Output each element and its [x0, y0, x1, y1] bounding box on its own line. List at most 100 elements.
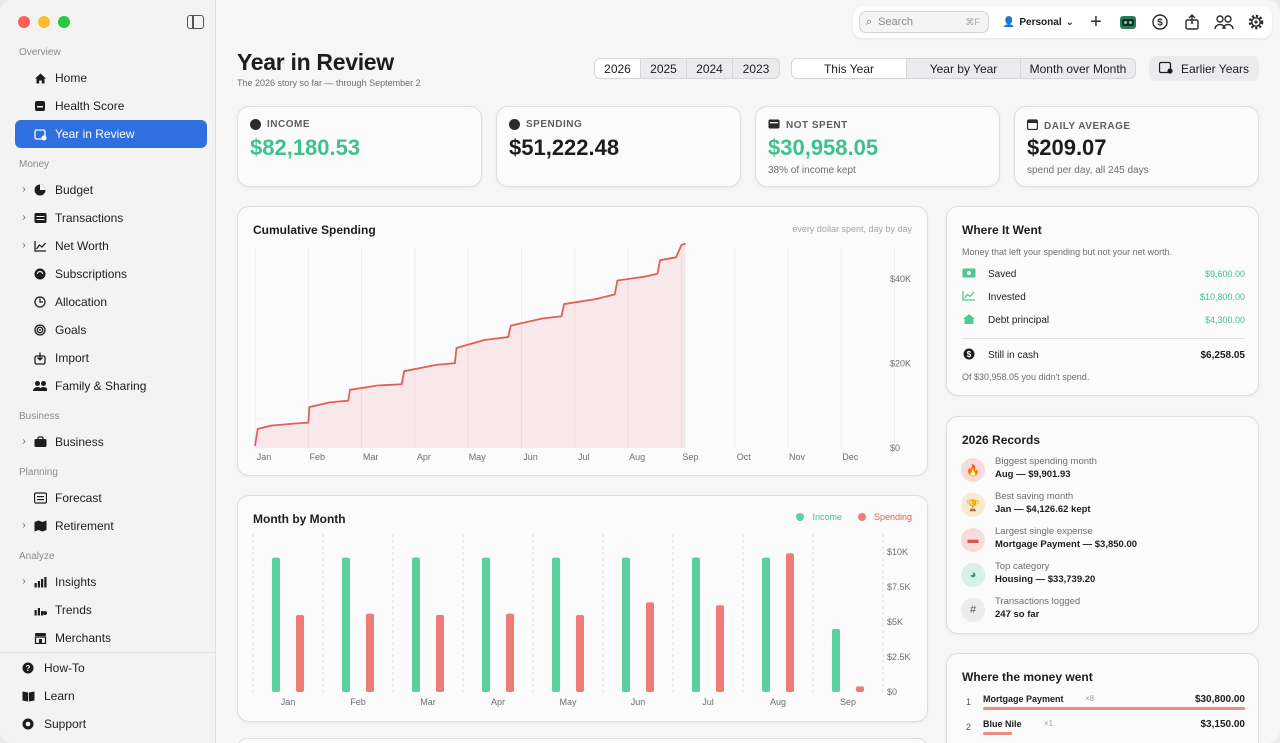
bar-spending: [296, 615, 304, 692]
bar-spending: [716, 605, 724, 692]
divider: [962, 338, 1245, 339]
sidebar-item-family-sharing[interactable]: Family & Sharing: [15, 372, 207, 400]
book-icon: [21, 689, 35, 703]
trophy-icon: 🏆: [961, 493, 985, 517]
month-by-month-chart: Jan Feb Mar Apr May Jun Jul Aug Sep $0 $2.5K $5K $7.…: [252, 534, 911, 707]
calendar-clock-icon: [1158, 61, 1173, 77]
sidebar-item-how-to[interactable]: ? How-To: [15, 654, 207, 682]
gear-icon[interactable]: [1246, 12, 1266, 32]
where-it-went-description: Money that left your spending but not yo…: [962, 247, 1173, 257]
currency-refresh-icon[interactable]: $: [1150, 12, 1170, 32]
hash-icon: #: [961, 598, 985, 622]
search-input[interactable]: ⌕ Search ⌘F: [858, 11, 989, 33]
legend-income: Income: [796, 512, 842, 522]
bar-spending: [856, 686, 864, 692]
profile-selector[interactable]: 👤 Personal ⌄: [1003, 17, 1074, 28]
year-tab-2024[interactable]: 2024: [687, 59, 733, 78]
sidebar-nav: Overview Home Health Score Year in Revie…: [0, 42, 216, 652]
sidebar-item-label: Subscriptions: [55, 267, 128, 281]
sidebar-item-import[interactable]: Import: [15, 344, 207, 372]
close-window-button[interactable]: [18, 16, 30, 28]
sidebar-item-merchants[interactable]: Merchants: [15, 624, 207, 652]
sidebar-item-trends[interactable]: Trends: [15, 596, 207, 624]
sidebar-item-year-in-review[interactable]: Year in Review: [15, 120, 207, 148]
x-tick-label: Jan: [257, 452, 272, 462]
row-label: Still in cash: [988, 349, 1039, 361]
list-item[interactable]: 2 Blue Nile ×1 $3,150.00: [962, 719, 1245, 739]
x-tick-label: Dec: [842, 452, 859, 462]
list-item[interactable]: 1 Mortgage Payment ×8 $30,800.00: [962, 694, 1245, 714]
share-icon[interactable]: [1182, 12, 1202, 32]
records-title: 2026 Records: [962, 433, 1041, 447]
stat-label: SPENDING: [509, 119, 582, 130]
year-tab-2025[interactable]: 2025: [641, 59, 687, 78]
people-icon[interactable]: [1214, 12, 1234, 32]
record-value: Aug — $9,901.93: [995, 469, 1071, 480]
sidebar-item-learn[interactable]: Learn: [15, 682, 207, 710]
cumulative-spending-card: Cumulative Spending every dollar spent, …: [237, 206, 928, 476]
year-tab-2023[interactable]: 2023: [742, 61, 770, 76]
search-shortcut: ⌘F: [965, 16, 980, 27]
chevron-right-icon[interactable]: ›: [22, 576, 26, 587]
row-label: Invested: [988, 291, 1026, 303]
sidebar-item-home[interactable]: Home: [15, 64, 207, 92]
lifebuoy-icon: [21, 717, 35, 731]
sidebar-item-net-worth[interactable]: › Net Worth: [15, 232, 207, 260]
sidebar-item-retirement[interactable]: › Retirement: [15, 512, 207, 540]
sidebar-toggle-icon[interactable]: [187, 15, 204, 29]
x-tick-label: Aug: [770, 697, 786, 707]
x-tick-label: Jul: [702, 697, 714, 707]
storefront-icon: [33, 631, 47, 645]
sidebar-item-goals[interactable]: Goals: [15, 316, 207, 344]
bar-income: [482, 557, 490, 692]
forecast-icon: [33, 491, 47, 505]
view-tab-year-by-year[interactable]: Year by Year: [907, 59, 1021, 78]
income-value: $82,180.53: [250, 135, 361, 160]
chevron-down-icon: ⌄: [1065, 16, 1074, 28]
sidebar-item-health-score[interactable]: Health Score: [15, 92, 207, 120]
briefcase-icon: [33, 435, 47, 449]
y-tick-label: $10K: [887, 547, 908, 557]
assistant-robot-icon[interactable]: [1118, 12, 1138, 32]
bar-income: [272, 557, 280, 692]
daily-average-value: $209.07: [1027, 135, 1107, 160]
x-tick-label: Jun: [523, 452, 538, 462]
sidebar-item-forecast[interactable]: Forecast: [15, 484, 207, 512]
card-icon: ▬: [961, 528, 985, 552]
sidebar-item-business[interactable]: › Business: [15, 428, 207, 456]
count: ×8: [1085, 694, 1095, 703]
not-spent-sub: 38% of income kept: [768, 165, 856, 176]
search-icon: ⌕: [865, 15, 873, 28]
chevron-right-icon[interactable]: ›: [22, 212, 26, 223]
chevron-right-icon[interactable]: ›: [22, 436, 26, 447]
sidebar-item-transactions[interactable]: › Transactions: [15, 204, 207, 232]
month-by-month-card: Month by Month Jan Feb Mar Apr May Jun Jul Aug S…: [237, 495, 928, 722]
sidebar-item-label: Merchants: [55, 631, 112, 645]
svg-text:?: ?: [26, 664, 31, 673]
plus-icon[interactable]: +: [1090, 10, 1102, 33]
row-label: Debt principal: [988, 314, 1050, 326]
where-row-debt: Debt principal $4,300.00: [962, 312, 1245, 328]
chevron-right-icon[interactable]: ›: [22, 240, 26, 251]
view-tab-month-over-month[interactable]: Month over Month: [1029, 61, 1127, 76]
minimize-window-button[interactable]: [38, 16, 50, 28]
view-tab-this-year[interactable]: This Year: [792, 59, 907, 78]
year-tab-2026[interactable]: 2026: [595, 59, 641, 78]
y-tick-label: $20K: [890, 359, 911, 369]
sidebar-item-support[interactable]: Support: [15, 710, 207, 738]
chevron-right-icon[interactable]: ›: [22, 184, 26, 195]
sidebar-item-subscriptions[interactable]: Subscriptions: [15, 260, 207, 288]
page-subtitle: The 2026 story so far — through Septembe…: [237, 78, 421, 88]
zoom-window-button[interactable]: [58, 16, 70, 28]
sidebar-item-insights[interactable]: › Insights: [15, 568, 207, 596]
sidebar-item-label: Insights: [55, 575, 97, 589]
toolbar: ⌕ Search ⌘F 👤 Personal ⌄ + $: [852, 6, 1272, 38]
sidebar-item-budget[interactable]: › Budget: [15, 176, 207, 204]
year-selector: 2026 2025 2024 2023: [594, 58, 780, 79]
chevron-right-icon[interactable]: ›: [22, 520, 26, 531]
earlier-years-button[interactable]: Earlier Years: [1149, 56, 1259, 81]
stat-label: NOT SPENT: [768, 119, 848, 132]
pie-icon: ◕: [961, 563, 985, 587]
cumulative-area: [255, 243, 686, 448]
sidebar-item-allocation[interactable]: Allocation: [15, 288, 207, 316]
